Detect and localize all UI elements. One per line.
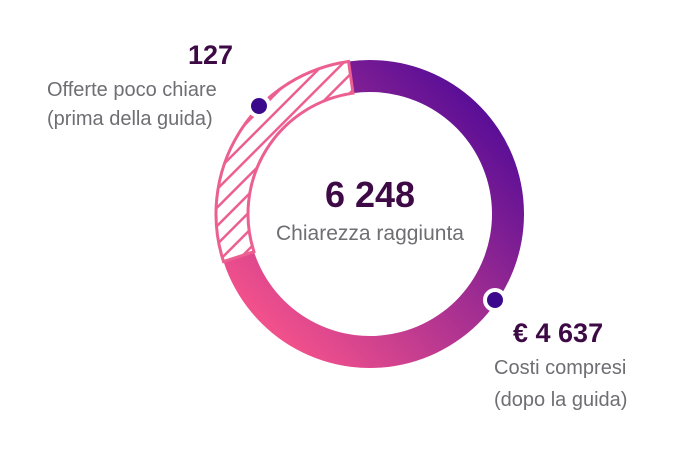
hatched-slice: [214, 59, 355, 264]
gradient-slice-label-line1: Costi compresi: [494, 357, 626, 379]
gradient-slice-marker: [483, 288, 507, 312]
total-value: 6 248: [325, 174, 415, 215]
hatched-slice-marker: [247, 94, 271, 118]
gradient-slice-value: € 4 637: [513, 318, 603, 348]
hatched-slice-label-line1: Offerte poco chiare: [47, 79, 217, 101]
hatched-slice-value: 127: [188, 40, 233, 70]
gradient-slice-label-line2: (dopo la guida): [494, 389, 627, 411]
center-label: Chiarezza raggiunta: [276, 222, 464, 245]
hatched-slice-label-line2: (prima della guida): [47, 108, 213, 130]
